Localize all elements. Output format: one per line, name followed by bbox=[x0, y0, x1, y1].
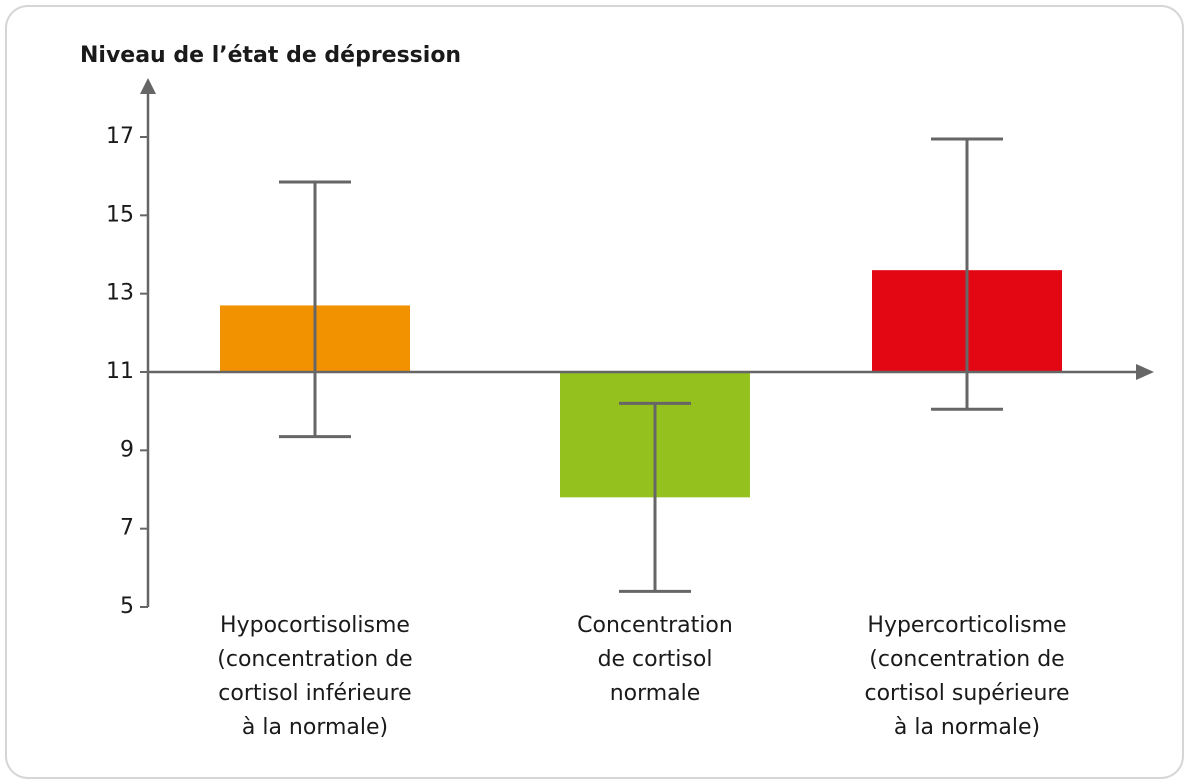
x-tick-label-line: (concentration de bbox=[217, 647, 412, 672]
y-tick-label: 11 bbox=[106, 359, 134, 384]
x-tick-label-line: Concentration bbox=[577, 613, 733, 638]
error-bar bbox=[931, 137, 1003, 411]
y-tick-label: 15 bbox=[106, 202, 134, 227]
x-tick-label-line: (concentration de bbox=[869, 647, 1064, 672]
x-tick-label-line: normale bbox=[610, 681, 701, 706]
error-bar bbox=[619, 401, 691, 593]
x-tick-label-line: à la normale) bbox=[242, 715, 388, 740]
x-tick-label-line: Hypercorticolisme bbox=[867, 613, 1066, 638]
y-axis-arrow bbox=[140, 78, 156, 94]
x-tick-label-line: cortisol supérieure bbox=[864, 681, 1069, 706]
y-tick-label: 7 bbox=[120, 516, 134, 541]
y-tick-label: 9 bbox=[120, 437, 134, 462]
x-tick-label: Hypocortisolisme (concentration de cortiso… bbox=[217, 613, 412, 740]
y-tick-label: 13 bbox=[106, 281, 134, 306]
x-tick-label-line: à la normale) bbox=[894, 715, 1040, 740]
y-axis-label: Niveau de l’état de dépression bbox=[80, 43, 461, 68]
x-tick-label: Hypercorticolisme (concentration de cortis… bbox=[864, 613, 1069, 740]
x-tick-label-line: de cortisol bbox=[598, 647, 713, 672]
x-tick-label: Concentration de cortisol normale bbox=[577, 613, 733, 706]
x-tick-label-line: cortisol inférieure bbox=[218, 681, 411, 706]
y-tick-label: 17 bbox=[106, 124, 134, 149]
error-bar bbox=[279, 180, 351, 439]
y-tick-label: 5 bbox=[120, 594, 134, 619]
x-axis-arrow bbox=[1136, 364, 1154, 380]
x-tick-label-line: Hypocortisolisme bbox=[220, 613, 410, 638]
